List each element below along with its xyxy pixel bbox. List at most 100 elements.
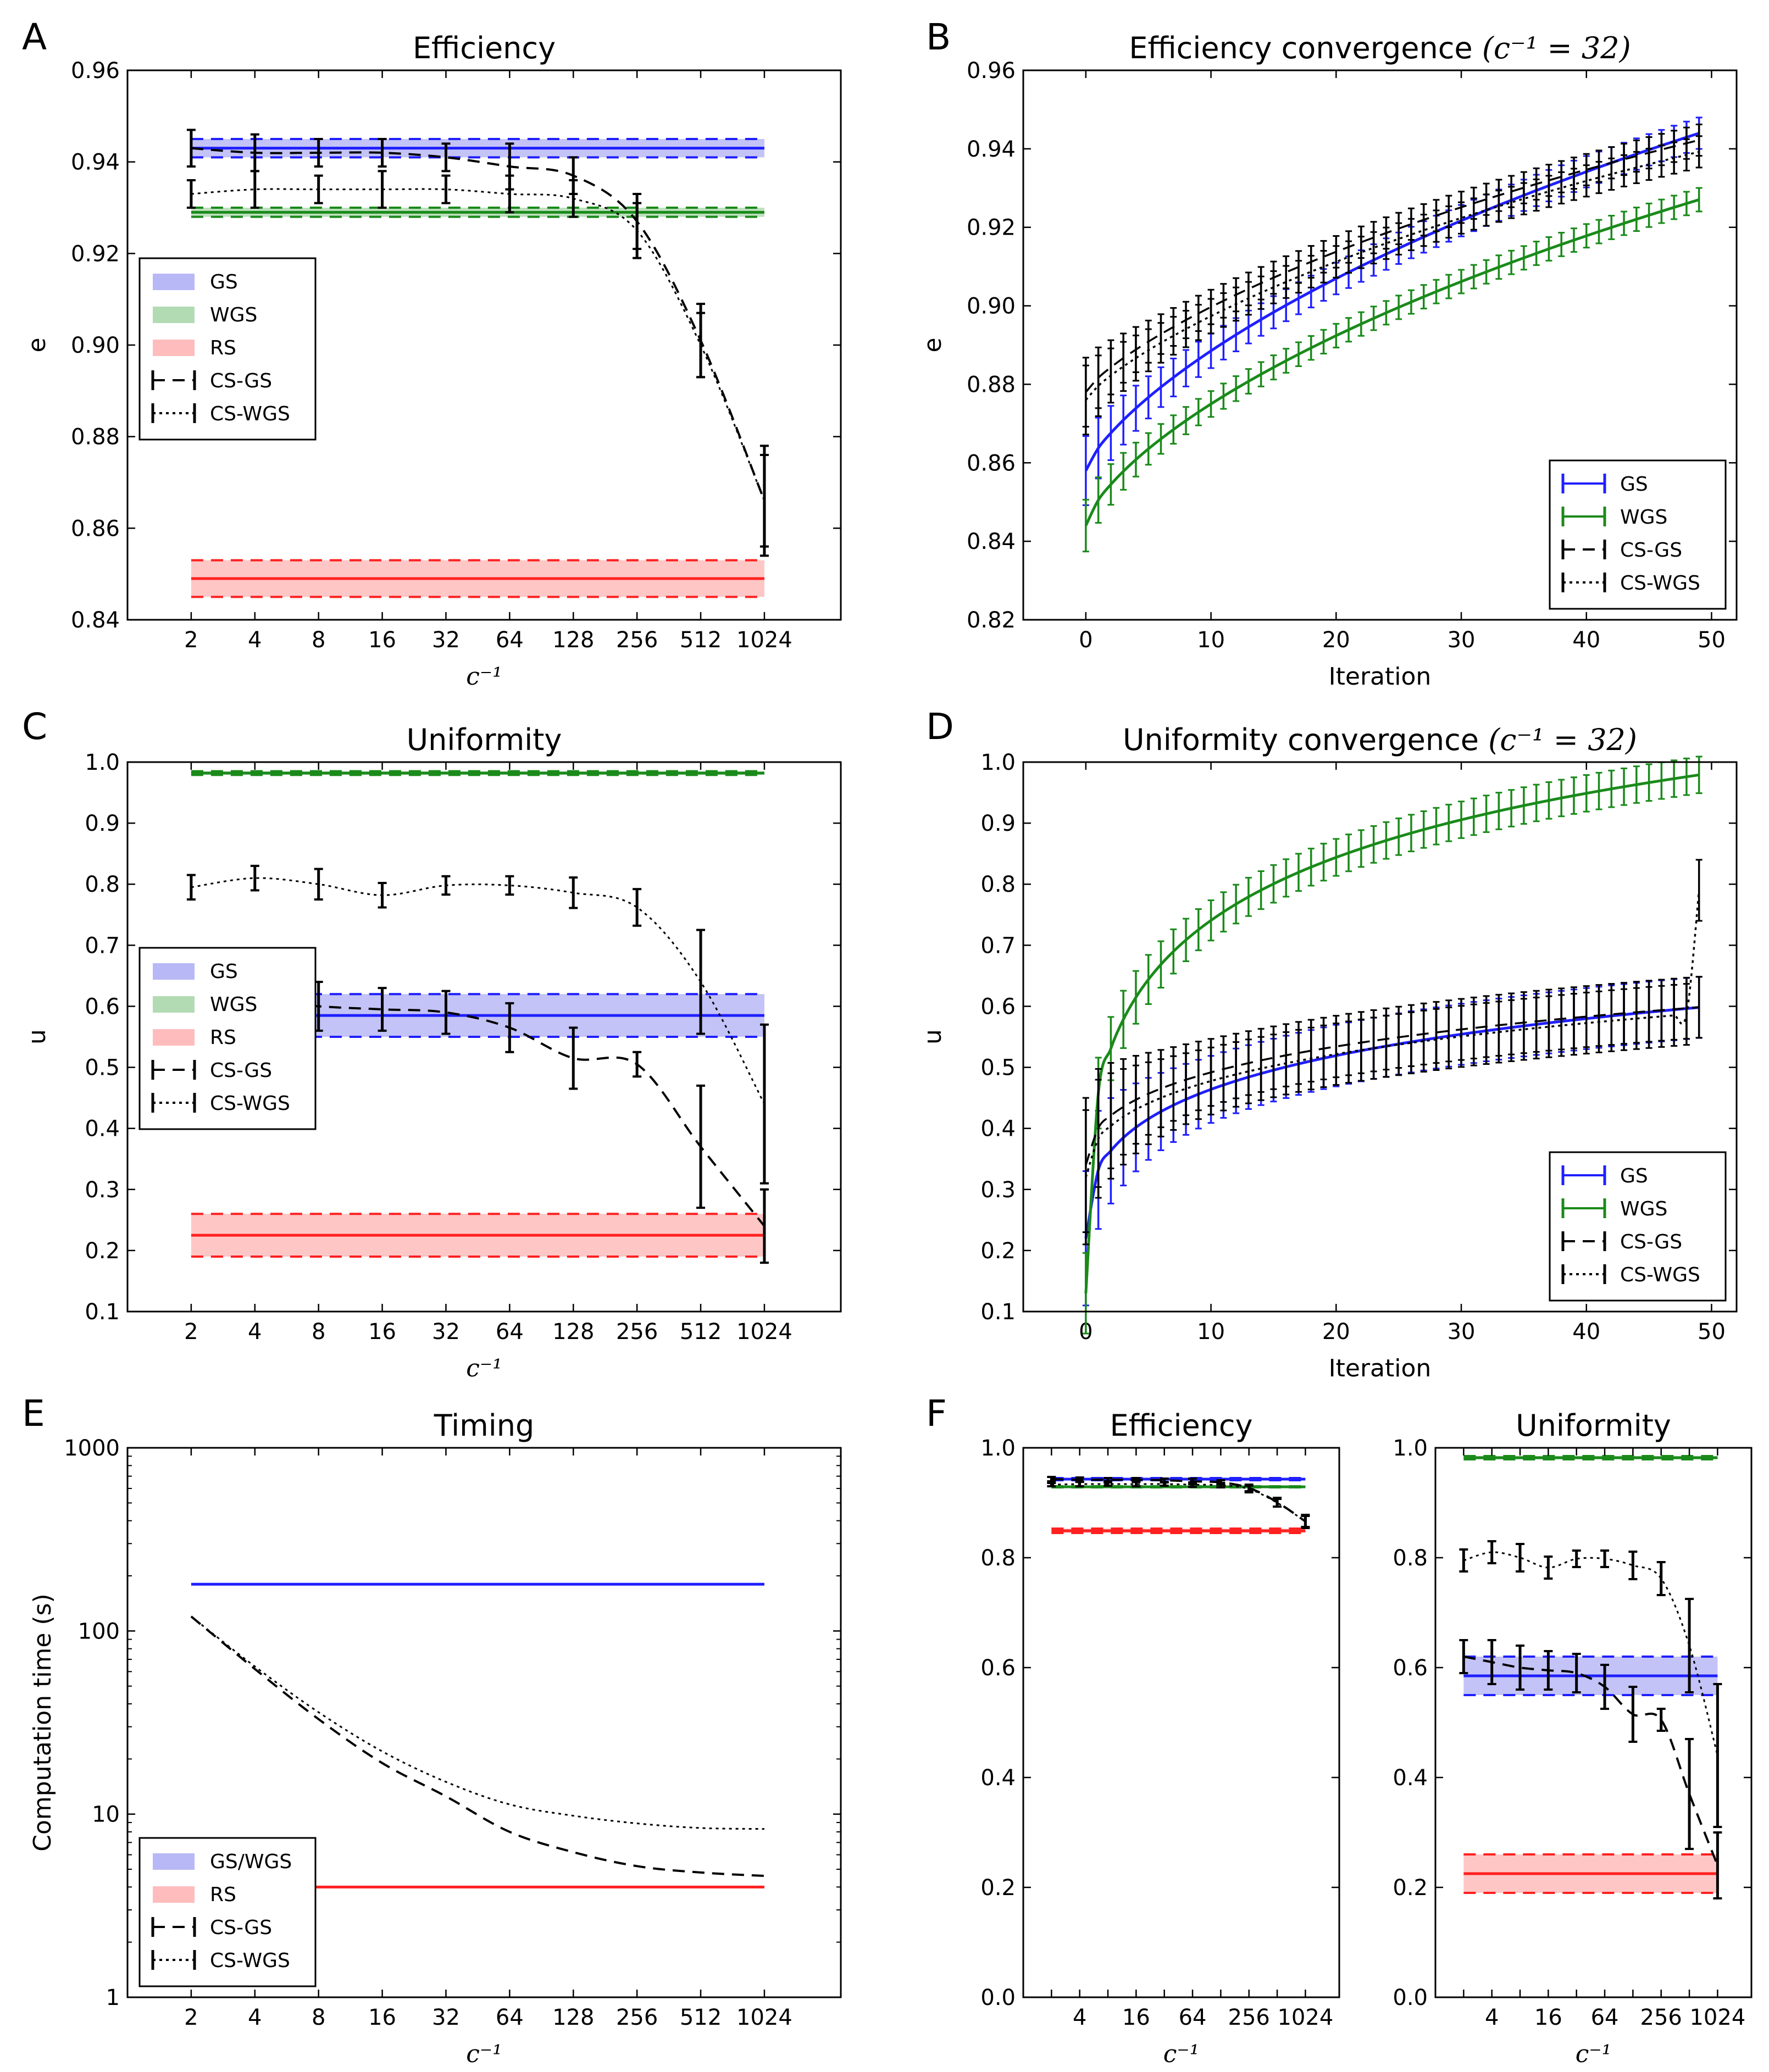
x-tick-label: 256 xyxy=(1640,2005,1682,2030)
x-axis-label: c⁻¹ xyxy=(1576,2040,1612,2068)
legend-swatch xyxy=(153,307,195,323)
series-cs-gs xyxy=(1051,1478,1306,1523)
y-tick-label: 0.92 xyxy=(71,241,120,266)
y-tick-label: 100 xyxy=(78,1619,120,1644)
y-tick-label: 1.0 xyxy=(980,1436,1016,1461)
legend-swatch xyxy=(153,1886,195,1903)
panel-letter: A xyxy=(22,16,47,58)
y-tick-label: 0.8 xyxy=(980,872,1016,897)
y-tick-label: 0.9 xyxy=(85,811,120,836)
chart-title: Efficiency xyxy=(1110,1408,1252,1443)
x-tick-label: 1024 xyxy=(736,627,792,653)
x-tick-label: 256 xyxy=(1228,2005,1270,2030)
x-tick-label: 20 xyxy=(1322,1319,1350,1345)
y-tick-label: 0.94 xyxy=(967,137,1016,162)
y-tick-label: 0.8 xyxy=(1393,1546,1428,1571)
legend-label: CS-WGS xyxy=(210,1092,290,1115)
x-tick-label: 16 xyxy=(368,2005,396,2030)
x-tick-label: 1024 xyxy=(736,1319,792,1345)
x-tick-label: 128 xyxy=(552,1319,594,1345)
y-tick-label: 0.3 xyxy=(980,1177,1016,1203)
y-axis-label: u xyxy=(919,1029,947,1045)
legend-swatch xyxy=(153,274,195,290)
x-axis-label: Iteration xyxy=(1329,1354,1432,1382)
chart-title: Timing xyxy=(434,1408,534,1443)
y-tick-label: 1 xyxy=(106,1985,120,2010)
plot-frame xyxy=(126,761,842,1313)
y-tick-label: 0.90 xyxy=(71,333,120,358)
panel-c: Uniformity c⁻¹ u 0.1 0.2 0.3 0.4 0.5 0.6 0.7 0.8 0.… xyxy=(23,723,842,1382)
series-cs-wgs xyxy=(1085,890,1700,1178)
panel-d: 010203040500.10.20.30.40.50.60.70.80.91.… xyxy=(919,723,1738,1382)
series-cs-wgs xyxy=(1051,1483,1306,1523)
y-tick-label: 0.7 xyxy=(980,933,1016,958)
legend-label: RS xyxy=(210,1884,236,1906)
legend-label: CS-GS xyxy=(1620,1231,1682,1253)
x-tick-label: 4 xyxy=(1485,2005,1499,2030)
y-tick-label: 0.4 xyxy=(980,1765,1016,1791)
series-cs-gs xyxy=(1085,139,1700,393)
y-tick-label: 1000 xyxy=(64,1436,120,1461)
legend-label: CS-WGS xyxy=(210,1949,290,1972)
x-tick-label: 128 xyxy=(552,2005,594,2030)
series-cs-gs xyxy=(190,1615,765,1877)
x-tick-label: 4 xyxy=(1073,2005,1086,2030)
chart-title: Uniformity xyxy=(1516,1408,1671,1443)
panel-f2: Uniformity c⁻¹ 0.0 0.2 0.4 0.6 0.8 1.0 4 16 64 256 1… xyxy=(1393,1408,1753,2068)
x-tick-label: 256 xyxy=(616,2005,658,2030)
panel-a: Efficiency c⁻¹ e 0.84 0.86 0.88 0.90 0.92 0.94 0.… xyxy=(23,31,842,691)
y-axis-label: e xyxy=(919,337,947,352)
x-tick-label: 512 xyxy=(680,627,722,653)
legend-label: WGS xyxy=(210,304,257,326)
panel-b: 0 10 20 30 40 50 0.82 0.84 0.86 0.88 0.90 0.92 0.94 0… xyxy=(919,31,1738,691)
panel-letter: F xyxy=(926,1392,947,1435)
y-tick-label: 0.6 xyxy=(980,1656,1016,1681)
x-tick-label: 2 xyxy=(184,1319,198,1345)
y-tick-label: 0.9 xyxy=(980,811,1016,836)
legend-label: RS xyxy=(210,1026,236,1049)
y-tick-label: 0.96 xyxy=(71,58,120,84)
y-tick-label: 0.1 xyxy=(85,1299,120,1325)
x-tick-label: 2 xyxy=(184,2005,198,2030)
x-tick-label: 40 xyxy=(1572,1319,1600,1345)
legend xyxy=(1549,459,1727,610)
series-cs-wgs xyxy=(1463,1551,1718,1756)
x-tick-label: 256 xyxy=(616,627,658,653)
x-axis-label: c⁻¹ xyxy=(466,1354,502,1382)
y-tick-label: 0.6 xyxy=(1393,1656,1428,1681)
x-tick-label: 10 xyxy=(1197,627,1225,653)
x-axis-label: c⁻¹ xyxy=(466,663,502,691)
x-tick-label: 32 xyxy=(432,2005,460,2030)
y-tick-label: 0.86 xyxy=(71,516,120,541)
y-tick-label: 0.8 xyxy=(980,1546,1016,1571)
legend-swatch xyxy=(153,963,195,980)
legend-label: GS xyxy=(1620,473,1648,496)
plot-frame xyxy=(1434,1447,1753,1998)
y-tick-label: 0.96 xyxy=(967,58,1016,84)
panel-letter: B xyxy=(926,16,951,58)
x-tick-label: 50 xyxy=(1698,627,1726,653)
y-tick-label: 0.4 xyxy=(980,1116,1016,1142)
y-tick-label: 0.3 xyxy=(85,1177,120,1203)
x-tick-label: 50 xyxy=(1698,1319,1726,1345)
x-tick-label: 64 xyxy=(1591,2005,1619,2030)
legend-label: WGS xyxy=(210,993,257,1016)
y-tick-label: 0.88 xyxy=(967,372,1016,397)
legend-swatch xyxy=(153,1029,195,1046)
x-tick-label: 128 xyxy=(552,627,594,653)
series-cs-gs xyxy=(1085,1006,1699,1165)
y-tick-label: 0.90 xyxy=(967,294,1016,319)
x-tick-label: 1024 xyxy=(1277,2005,1333,2030)
y-tick-label: 0.82 xyxy=(967,608,1016,633)
legend-label: CS-GS xyxy=(210,370,272,392)
x-tick-label: 4 xyxy=(248,1319,262,1345)
x-tick-label: 512 xyxy=(680,1319,722,1345)
x-tick-label: 16 xyxy=(368,1319,396,1345)
y-tick-label: 0.2 xyxy=(1393,1875,1428,1901)
y-tick-label: 0.6 xyxy=(85,994,120,1019)
x-tick-label: 32 xyxy=(432,627,460,653)
legend-label: CS-WGS xyxy=(1620,572,1700,595)
x-axis-label: c⁻¹ xyxy=(1163,2040,1200,2068)
plot-frame xyxy=(1022,1447,1340,1998)
